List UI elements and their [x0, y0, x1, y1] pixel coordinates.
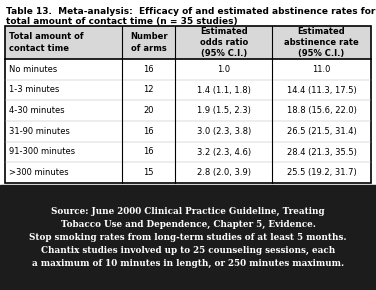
Text: 20: 20: [143, 106, 154, 115]
Text: 2.8 (2.0, 3.9): 2.8 (2.0, 3.9): [197, 168, 251, 177]
Text: 15: 15: [143, 168, 154, 177]
Text: 1-3 minutes: 1-3 minutes: [9, 86, 59, 95]
Text: 28.4 (21.3, 35.5): 28.4 (21.3, 35.5): [287, 148, 356, 157]
Text: Total amount of
contact time: Total amount of contact time: [9, 32, 83, 52]
Text: 26.5 (21.5, 31.4): 26.5 (21.5, 31.4): [287, 127, 356, 136]
Text: Estimated
abstinence rate
(95% C.I.): Estimated abstinence rate (95% C.I.): [284, 27, 359, 58]
Text: 18.8 (15.6, 22.0): 18.8 (15.6, 22.0): [287, 106, 356, 115]
Text: Table 13.  Meta-analysis:  Efficacy of and estimated abstinence rates for: Table 13. Meta-analysis: Efficacy of and…: [6, 7, 375, 16]
Text: 91-300 minutes: 91-300 minutes: [9, 148, 75, 157]
Text: Source: June 2000 Clinical Practice Guideline, Treating
Tobacco Use and Dependen: Source: June 2000 Clinical Practice Guid…: [29, 207, 347, 268]
Text: 1.0: 1.0: [217, 65, 230, 74]
Text: 16: 16: [143, 148, 154, 157]
Text: Number
of arms: Number of arms: [130, 32, 167, 52]
Text: >300 minutes: >300 minutes: [9, 168, 69, 177]
Text: 14.4 (11.3, 17.5): 14.4 (11.3, 17.5): [287, 86, 356, 95]
Bar: [0, 185, 376, 290]
Text: total amount of contact time (n = 35 studies): total amount of contact time (n = 35 stu…: [6, 17, 238, 26]
Bar: [5, 26, 371, 59]
Text: 4-30 minutes: 4-30 minutes: [9, 106, 65, 115]
Text: 16: 16: [143, 65, 154, 74]
Text: 1.9 (1.5, 2.3): 1.9 (1.5, 2.3): [197, 106, 251, 115]
Text: 3.2 (2.3, 4.6): 3.2 (2.3, 4.6): [197, 148, 251, 157]
Text: 3.0 (2.3, 3.8): 3.0 (2.3, 3.8): [197, 127, 251, 136]
Text: 31-90 minutes: 31-90 minutes: [9, 127, 70, 136]
Text: 25.5 (19.2, 31.7): 25.5 (19.2, 31.7): [287, 168, 356, 177]
Text: Estimated
odds ratio
(95% C.I.): Estimated odds ratio (95% C.I.): [200, 27, 248, 58]
Text: 11.0: 11.0: [312, 65, 331, 74]
Text: 16: 16: [143, 127, 154, 136]
Bar: [5, 26, 371, 183]
Text: 1.4 (1.1, 1.8): 1.4 (1.1, 1.8): [197, 86, 251, 95]
Text: 12: 12: [143, 86, 154, 95]
Text: No minutes: No minutes: [9, 65, 57, 74]
